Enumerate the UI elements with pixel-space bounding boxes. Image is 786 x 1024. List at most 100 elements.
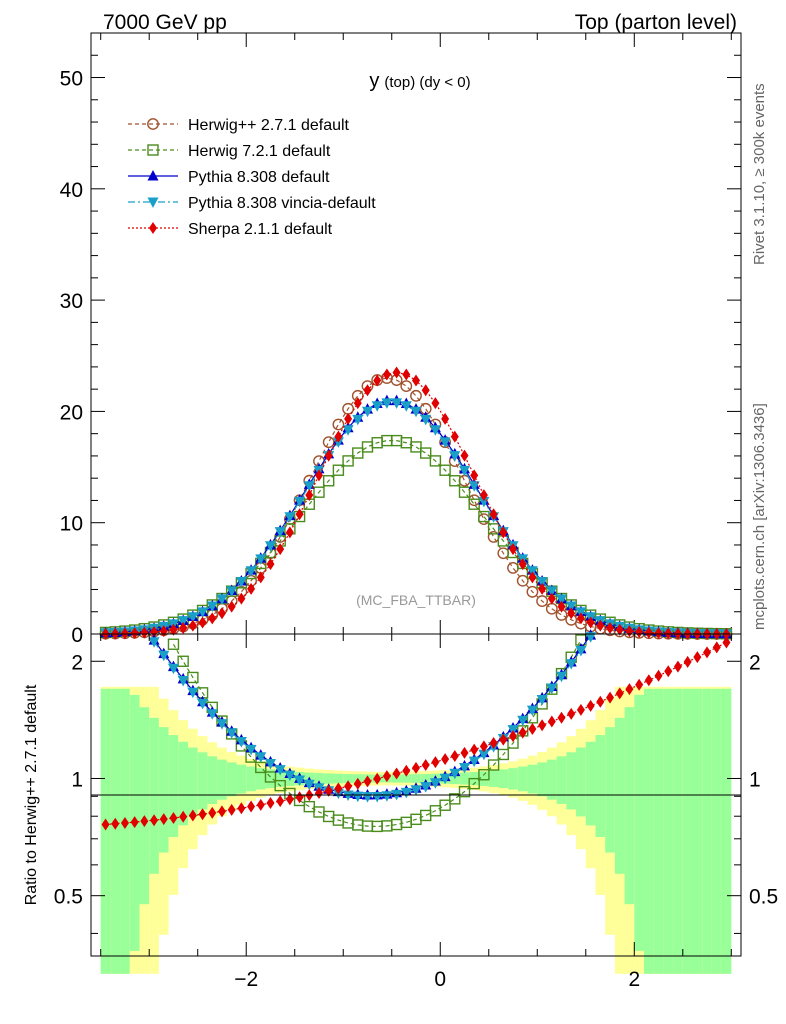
ratio-series-marker [664,665,673,678]
ratio-series-marker [256,798,265,811]
ratio-series-marker [420,782,432,793]
ratio-band-stat [265,769,276,789]
main-series-marker [352,447,364,459]
ratio-series-marker [402,764,411,777]
main-series-marker [449,451,461,462]
ratio-series-marker [526,705,538,717]
ratio-series-marker [206,709,218,720]
main-series-marker [187,612,199,623]
main-series-marker [235,576,247,588]
main-series-marker [120,627,129,640]
ratio-series-marker [148,637,160,648]
main-series-marker [371,401,383,412]
ratio-series-marker [295,791,304,804]
main-series-marker [295,508,304,521]
ratio-series-marker [431,756,440,769]
ratio-ytick-label-right: 2 [749,651,761,674]
ratio-band-stat [692,688,703,974]
main-series-marker [606,622,615,635]
main-series-marker [177,616,189,627]
ratio-series-marker [322,810,335,823]
ratio-series-marker [274,779,286,792]
ratio-series-marker [227,803,236,816]
main-series-marker [516,574,529,587]
main-series-marker [140,626,149,639]
main-series-marker [332,437,344,448]
ratio-series-marker [509,730,518,743]
ratio-band-stat [537,762,547,797]
ratio-series-marker [150,814,159,827]
main-ytick-label: 20 [60,401,83,424]
ratio-band-stat [158,727,169,853]
ratio-band-stat [333,773,344,784]
legend-marker [147,144,159,156]
ratio-series-marker [294,775,306,786]
ratio-band-stat [217,759,227,800]
ratio-series-marker [266,797,275,810]
ratio-band-stat [226,762,237,797]
main-ytick-label: 50 [60,68,83,91]
main-series-marker [458,486,471,498]
ratio-series-marker [264,771,277,783]
ratio-series-marker [489,737,498,750]
ratio-series-marker [615,687,624,700]
ratio-series-marker [140,815,149,828]
ratio-band-stat [556,756,567,805]
ratio-series-marker [245,744,257,756]
ratio-band-stat [246,766,256,792]
main-series-marker [332,418,345,431]
ratio-band-stat [653,688,664,974]
ratio-series-marker [342,790,354,801]
ratio-series-marker [226,728,238,739]
main-series-marker [264,541,276,552]
main-series-marker [208,612,217,625]
ratio-series-marker [179,810,188,823]
legend-marker [147,170,159,181]
ratio-series-marker [644,674,653,687]
ratio-band-stat [673,688,683,974]
ratio-band-stat [149,717,159,874]
ratio-band-stat [197,752,208,810]
legend-label: Pythia 8.308 default [188,169,330,186]
main-ytick-label: 0 [71,624,83,647]
ratio-series-marker [546,683,558,695]
ratio-series-marker [538,719,547,732]
ratio-series-marker [517,715,529,727]
main-series-line [105,402,727,635]
main-series-marker [382,368,391,381]
ratio-series-marker [478,769,490,781]
ratio-band-stat [498,769,509,789]
legend-label: Herwig 7.2.1 default [188,143,331,160]
ratio-band-stat [576,747,586,817]
ratio-series-marker [247,800,256,813]
ratio-series-marker [712,641,721,654]
main-series-marker [361,406,373,418]
ratio-ytick-label: 2 [71,651,83,674]
main-series-marker [198,616,207,629]
ratio-panel: 0.5 0.5 1 1 2 2 −2 0 2 Ratio to Herwig++ 2.7.1 d… [23,629,778,991]
main-series-marker [130,627,139,640]
ratio-ytick-label: 0.5 [54,886,83,909]
main-series-marker [169,623,178,636]
main-series-marker [313,486,325,498]
main-series-marker [576,612,585,625]
main-series-marker [528,571,537,584]
main-series-marker [285,526,294,539]
ratio-series-marker [449,768,461,780]
main-series-marker [459,465,471,477]
main-series-marker [188,619,197,632]
main-series-marker [421,384,430,397]
ratio-series-marker [303,779,315,791]
ratio-series-marker [344,780,353,793]
ratio-series-marker [547,715,556,728]
ratio-series-marker [235,736,247,748]
main-frame [90,32,742,635]
ratio-series-marker [314,787,323,800]
ratio-band-stat [178,741,189,826]
main-series-marker [615,623,624,636]
main-series-marker [332,464,345,476]
main-series-marker [557,600,566,613]
ratio-band-stat [323,773,334,784]
ratio-series-marker [130,816,139,829]
